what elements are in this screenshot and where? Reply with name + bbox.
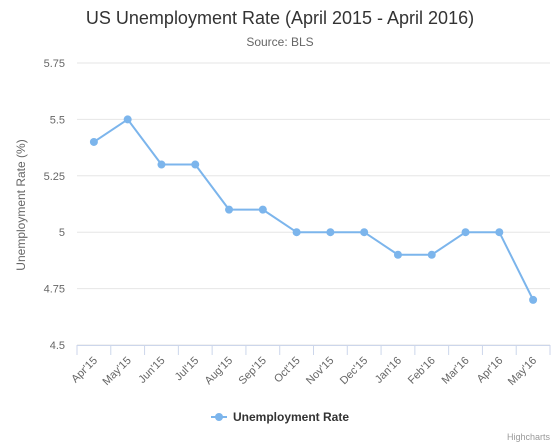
axes: 4.5 4.75 5 5.25 5.5 5.75 Apr'15 May'15 Jun'15 Jul… <box>44 58 551 388</box>
chart-title: US Unemployment Rate (April 2015 - April… <box>85 8 475 28</box>
x-tick-label: Apr'16 <box>475 355 506 386</box>
x-tick-label: Jan'16 <box>373 355 404 386</box>
y-tick-label: 5.5 <box>50 114 65 126</box>
data-point[interactable] <box>258 205 267 214</box>
credits-link[interactable]: Highcharts <box>506 432 550 442</box>
x-tick-label: Dec'15 <box>338 355 370 387</box>
legend[interactable]: Unemployment Rate <box>0 410 560 425</box>
data-point[interactable] <box>225 205 234 214</box>
y-tick-label: 5.25 <box>44 171 65 183</box>
x-tick-label: Mar'16 <box>440 355 472 387</box>
x-tick-label: Jun'15 <box>136 355 167 386</box>
y-tick-label: 5.75 <box>44 58 65 70</box>
x-tick-label: May'16 <box>506 355 539 388</box>
data-point[interactable] <box>495 228 504 237</box>
x-tick-label: Oct'15 <box>272 355 303 386</box>
series-unemployment-rate <box>89 115 538 304</box>
data-point[interactable] <box>529 295 538 304</box>
x-tick-label: May'15 <box>100 355 133 388</box>
data-point[interactable] <box>326 228 335 237</box>
legend-item-unemployment-rate[interactable]: Unemployment Rate <box>210 410 350 424</box>
x-tick-label: Feb'16 <box>406 355 438 387</box>
series-line <box>92 118 535 301</box>
data-point[interactable] <box>89 137 98 146</box>
x-tick-label: Jul'15 <box>173 355 202 384</box>
data-point[interactable] <box>191 160 200 169</box>
data-point[interactable] <box>461 228 470 237</box>
x-tick-label: Aug'15 <box>203 355 235 387</box>
y-tick-label: 4.5 <box>50 340 65 352</box>
data-point[interactable] <box>393 250 402 259</box>
x-tick-label: Apr'15 <box>69 355 100 386</box>
gridlines <box>77 62 550 346</box>
data-point[interactable] <box>427 250 436 259</box>
data-point[interactable] <box>292 228 301 237</box>
x-tick-label: Sep'15 <box>236 355 268 387</box>
y-tick-label: 5 <box>59 227 65 239</box>
legend-marker-icon <box>210 412 227 422</box>
data-point[interactable] <box>360 228 369 237</box>
chart-subtitle: Source: BLS <box>246 35 314 49</box>
y-axis-label: Unemployment Rate (%) <box>14 139 28 270</box>
data-point[interactable] <box>157 160 166 169</box>
legend-label: Unemployment Rate <box>232 410 350 424</box>
x-tick-label: Nov'15 <box>304 355 336 387</box>
data-point[interactable] <box>123 115 132 124</box>
y-tick-label: 4.75 <box>44 284 65 296</box>
